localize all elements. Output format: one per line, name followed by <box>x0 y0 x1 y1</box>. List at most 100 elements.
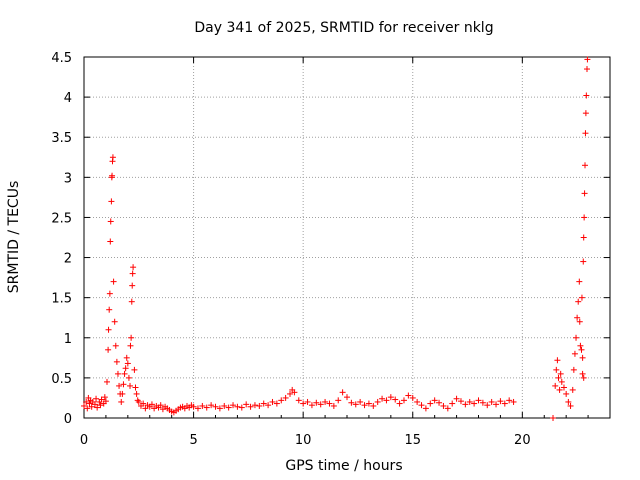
data-point-marker <box>121 370 128 377</box>
y-tick-label: 0.5 <box>51 372 72 387</box>
data-point-marker <box>243 401 250 408</box>
y-axis-title: SRMTID / TECUs <box>6 181 22 294</box>
data-point-marker <box>109 172 116 179</box>
data-point-marker <box>142 405 149 412</box>
data-point-marker <box>108 198 115 205</box>
data-point-marker <box>129 270 136 277</box>
data-point-marker <box>322 398 329 405</box>
data-point-marker <box>190 403 197 410</box>
y-tick-label: 1 <box>64 332 72 347</box>
data-point-marker <box>488 398 495 405</box>
data-point-marker <box>560 384 567 391</box>
data-point-marker <box>225 404 232 411</box>
data-point-marker <box>273 400 280 407</box>
data-point-marker <box>104 378 111 385</box>
data-point-marker <box>148 401 155 408</box>
data-point-marker <box>584 56 591 63</box>
y-tick-label: 2 <box>64 252 72 267</box>
data-point-marker <box>128 334 135 341</box>
data-point-marker <box>574 314 581 321</box>
data-point-marker <box>479 399 486 406</box>
x-tick-label: 10 <box>295 433 312 448</box>
data-point-marker <box>506 397 513 404</box>
data-point-marker <box>374 398 381 405</box>
data-point-marker <box>556 386 563 393</box>
y-tick-label: 3.5 <box>51 131 72 146</box>
data-point-marker <box>571 350 578 357</box>
data-point-marker <box>326 400 333 407</box>
data-point-marker <box>203 404 210 411</box>
data-point-marker <box>97 402 104 409</box>
data-point-marker <box>555 374 562 381</box>
data-point-marker <box>256 402 263 409</box>
data-point-marker <box>352 401 359 408</box>
data-point-marker <box>575 298 582 305</box>
data-point-marker <box>295 397 302 404</box>
data-point-marker <box>471 400 478 407</box>
data-point-marker <box>131 366 138 373</box>
data-point-marker <box>418 402 425 409</box>
data-point-marker <box>396 400 403 407</box>
data-point-marker <box>112 342 119 349</box>
data-point-marker <box>105 326 112 333</box>
data-point-marker <box>405 392 412 399</box>
data-point-marker <box>278 397 285 404</box>
data-point-marker <box>317 401 324 408</box>
data-point-marker <box>81 402 87 409</box>
data-point-marker <box>91 401 98 408</box>
data-point-marker <box>120 381 127 388</box>
data-point-marker <box>582 162 589 169</box>
data-point-marker <box>557 370 564 377</box>
data-point-marker <box>579 370 586 377</box>
data-point-marker <box>501 400 508 407</box>
data-point-marker <box>107 218 114 225</box>
data-point-marker <box>484 402 491 409</box>
data-point-marker <box>107 238 114 245</box>
data-point-marker <box>113 358 120 365</box>
data-point-marker <box>565 398 572 405</box>
data-point-marker <box>269 398 276 405</box>
data-point-marker <box>94 404 101 411</box>
data-point-marker <box>563 390 570 397</box>
data-point-marker <box>106 290 113 297</box>
data-point-marker <box>119 390 126 397</box>
data-point-marker <box>110 278 117 285</box>
data-point-marker <box>581 190 588 197</box>
data-point-marker <box>140 400 147 407</box>
x-tick-label: 20 <box>514 433 531 448</box>
data-point-marker <box>431 397 438 404</box>
x-tick-label: 0 <box>80 433 88 448</box>
data-point-marker <box>579 354 586 361</box>
data-point-marker <box>130 264 137 271</box>
data-point-marker <box>580 374 587 381</box>
data-point-marker <box>466 398 473 405</box>
data-point-marker <box>86 400 93 407</box>
data-point-marker <box>580 234 587 241</box>
data-point-marker <box>414 398 421 405</box>
y-tick-label: 3 <box>64 171 72 186</box>
data-point-marker <box>578 346 585 353</box>
y-tick-label: 4.5 <box>51 51 72 66</box>
data-point-marker <box>194 405 201 412</box>
data-point-marker <box>576 278 583 285</box>
data-point-marker <box>291 389 298 396</box>
data-point-marker <box>199 402 206 409</box>
data-point-marker <box>101 394 108 401</box>
y-tick-label: 0 <box>64 412 72 427</box>
data-point-marker <box>440 402 447 409</box>
data-point-marker <box>93 395 100 402</box>
data-point-marker <box>475 397 482 404</box>
data-point-marker <box>212 403 219 410</box>
data-point-marker <box>111 318 118 325</box>
x-tick-label: 15 <box>404 433 421 448</box>
data-point-marker <box>124 360 131 367</box>
y-tick-label: 1.5 <box>51 292 72 307</box>
data-point-marker <box>216 405 223 412</box>
data-point-marker <box>558 378 565 385</box>
data-point-marker <box>392 396 399 403</box>
data-point-marker <box>300 400 307 407</box>
data-point-marker <box>230 402 237 409</box>
data-point-marker <box>330 402 337 409</box>
data-point-marker <box>577 342 584 349</box>
x-tick-label: 5 <box>189 433 197 448</box>
